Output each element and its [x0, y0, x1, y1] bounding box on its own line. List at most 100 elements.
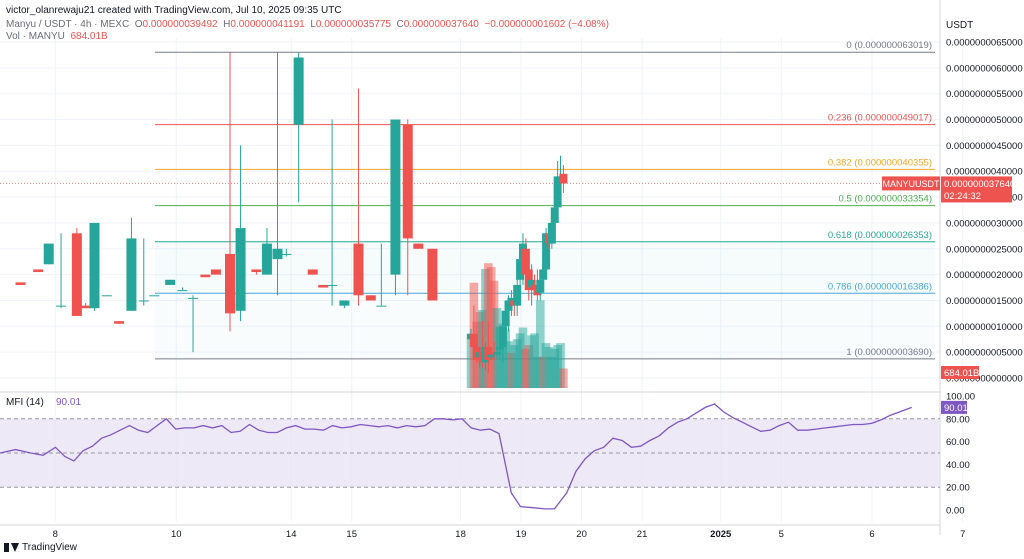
- price-tick-label: 0.0000000025000: [946, 244, 1023, 255]
- candle-body: [188, 297, 199, 299]
- candle-body: [89, 222, 100, 309]
- mfi-legend: MFI (14) 90.01: [6, 397, 81, 408]
- candle-body: [504, 300, 513, 311]
- mfi-tick-label: 40.00: [946, 460, 970, 471]
- symbol-tag: MANYUUSDT: [882, 179, 940, 189]
- symbol-tag-bg: [882, 176, 940, 191]
- candle-body: [114, 321, 125, 324]
- price-tick-label: 0.0000000065000: [946, 38, 1023, 49]
- candle-body: [281, 253, 292, 255]
- mfi-tag-bg: [941, 400, 967, 414]
- candle-body: [71, 233, 82, 316]
- mfi-value-tag: 90.01: [944, 403, 968, 414]
- high-value: 0.000000041191: [230, 19, 305, 30]
- mfi-line: [0, 403, 912, 510]
- candle-body: [210, 269, 221, 275]
- tradingview-logo-icon: [4, 543, 19, 552]
- fib-label: 1 (0.000000003690): [846, 347, 932, 358]
- price-tick-label: 0.0000000005000: [946, 348, 1023, 359]
- candle-body: [165, 279, 176, 285]
- o-label: O: [134, 19, 143, 30]
- volume-legend: Vol · MANYU 684.01B: [6, 31, 108, 42]
- candle-body: [516, 259, 525, 280]
- l-label: L: [310, 19, 316, 30]
- h-label: H: [223, 19, 231, 30]
- candle-body: [547, 222, 556, 244]
- price-tick-label: 0.0000000000000: [946, 374, 1023, 385]
- candle-body: [550, 207, 559, 223]
- mfi-tick-label: 0.00: [946, 506, 965, 517]
- mfi-tick-label: 60.00: [946, 437, 970, 448]
- candle-body: [235, 228, 246, 311]
- mfi-tick-label: 100.00: [946, 392, 975, 403]
- candle-body: [101, 295, 112, 297]
- candle-body: [533, 290, 542, 296]
- candle-body: [530, 284, 539, 291]
- mfi-series-line: [0, 403, 912, 510]
- candle-body: [402, 124, 413, 239]
- time-tick-label: 14: [286, 529, 297, 540]
- mfi-tick-label: 80.00: [946, 414, 970, 425]
- close-value: 0.000000037640: [403, 19, 479, 30]
- candle-body: [15, 282, 26, 285]
- volume-bar: [559, 368, 568, 388]
- price-tick-label: 0.0000000015000: [946, 296, 1023, 307]
- candle-body: [353, 243, 364, 296]
- candle-body: [339, 300, 350, 306]
- candle-body: [390, 119, 401, 275]
- candle-body: [56, 305, 67, 307]
- candle-body: [469, 334, 478, 347]
- fib-label: 0.618 (0.000000026353): [828, 230, 932, 241]
- time-tick-label: 6: [869, 529, 874, 540]
- candle-body: [177, 290, 188, 292]
- last-price-tag: 0.000000037640: [944, 179, 1015, 190]
- candle-body: [484, 346, 493, 360]
- candle-body: [501, 310, 510, 327]
- volume-bar: [536, 300, 545, 388]
- volume-tag-bg: [941, 366, 979, 379]
- candle-body: [327, 284, 338, 286]
- time-tick-label: 15: [346, 529, 357, 540]
- candles: [15, 52, 568, 373]
- candle-body: [427, 248, 438, 301]
- price-tick-label: 0.0000000050000: [946, 115, 1023, 126]
- price-tag-bg: [941, 176, 1012, 203]
- candle-body: [149, 295, 160, 297]
- tradingview-brand[interactable]: TradingView: [4, 542, 77, 553]
- candle-body: [33, 269, 44, 273]
- candle-body: [272, 248, 283, 260]
- time-tick-label: 5: [779, 529, 784, 540]
- candle-body: [559, 173, 568, 184]
- candle-body: [498, 326, 507, 347]
- time-axis: 810141518192021202556789101112: [53, 529, 966, 540]
- price-tick-label: 0.0000000010000: [946, 322, 1023, 333]
- price-tick-label: 0.0000000020000: [946, 270, 1023, 281]
- candle-body: [318, 284, 329, 288]
- chart-credit: victor_olanrewaju21 created with Trading…: [6, 5, 342, 16]
- mfi-band: [0, 418, 940, 488]
- mfi-label: MFI (14): [6, 397, 44, 408]
- mfi-axis: 100.00 80.00 60.00 40.00 20.00 0.00: [946, 392, 975, 517]
- price-tick-label: 0.0000000045000: [946, 141, 1023, 152]
- candle-body: [495, 346, 504, 350]
- volume-tag: 684.01B: [944, 368, 979, 379]
- volume-value: 684.01B: [70, 31, 108, 42]
- candle-body: [507, 297, 516, 301]
- time-tick-label: 8: [53, 529, 58, 540]
- time-tick-label: 21: [637, 529, 648, 540]
- fib-label: 0.236 (0.000000049017): [828, 113, 932, 124]
- candle-body: [539, 269, 548, 280]
- fib-label: 0 (0.000000063019): [846, 40, 932, 51]
- time-tick-label: 20: [576, 529, 587, 540]
- countdown-tag: 02:24:32: [944, 191, 981, 202]
- candle-body: [527, 279, 536, 288]
- change-value: −0.000000001602 (−4.08%): [484, 19, 609, 30]
- candle-body: [492, 352, 501, 355]
- fib-label: 0.5 (0.000000033354): [839, 194, 933, 205]
- fib-label: 0.786 (0.000000016386): [828, 281, 932, 292]
- price-tick-label: 0.0000000060000: [946, 63, 1023, 74]
- candle-body: [251, 269, 262, 273]
- brand-text: TradingView: [22, 542, 78, 553]
